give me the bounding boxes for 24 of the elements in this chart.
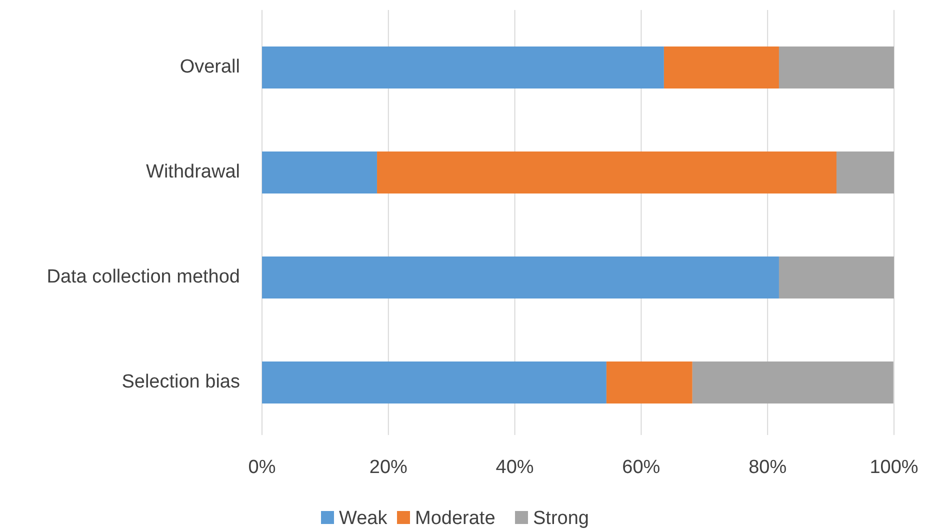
legend-label: Moderate (415, 508, 496, 529)
bar (664, 46, 779, 88)
x-tick-label: 40% (496, 457, 534, 478)
x-tick-label: 0% (248, 457, 276, 478)
legend-label: Strong (533, 508, 589, 529)
x-tick-label: 100% (870, 457, 918, 478)
x-tick-label: 80% (748, 457, 787, 478)
bar (262, 46, 664, 88)
legend-label: Weak (339, 508, 388, 529)
bar (778, 256, 894, 298)
bar (606, 362, 692, 404)
bar (377, 152, 836, 194)
bar (262, 362, 606, 404)
bar (262, 256, 779, 298)
bar (836, 152, 894, 194)
y-tick-label: Data collection method (46, 266, 240, 288)
y-tick-label: Withdrawal (146, 162, 240, 183)
bar (262, 152, 378, 194)
y-tick-label: Overall (180, 56, 240, 78)
x-tick-label: 20% (369, 457, 408, 478)
x-tick-label: 60% (622, 457, 660, 478)
y-tick-label: Selection bias (122, 372, 240, 393)
bar (778, 46, 894, 88)
bar (692, 362, 894, 404)
